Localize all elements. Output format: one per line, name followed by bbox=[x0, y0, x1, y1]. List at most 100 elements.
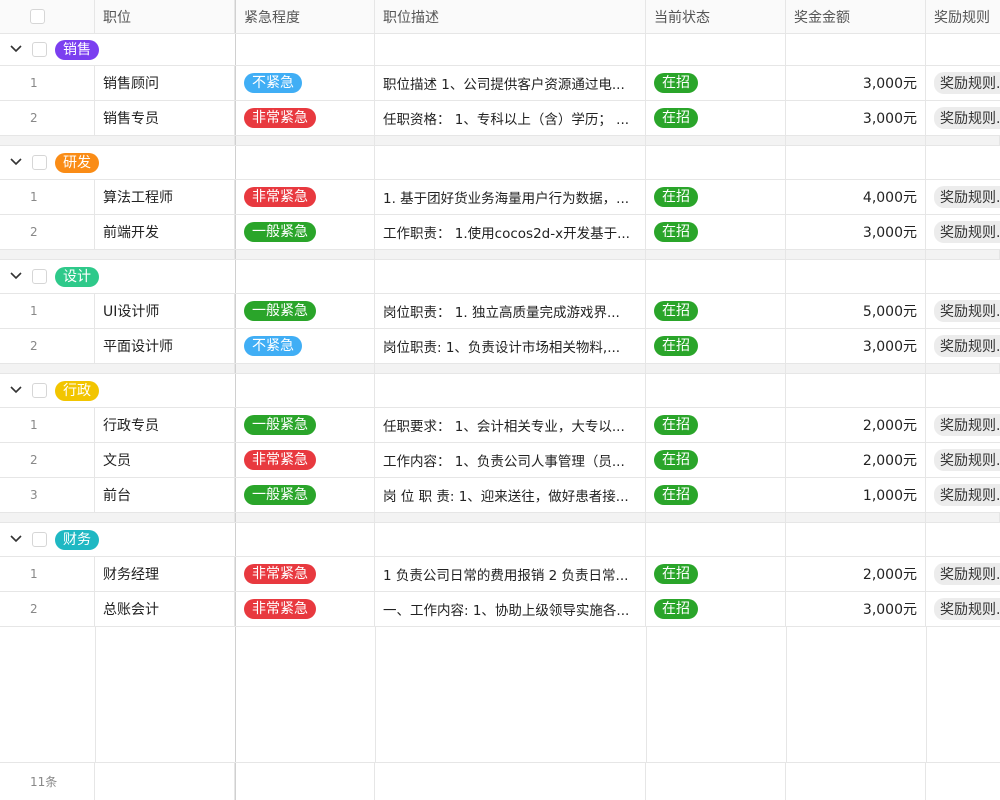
urgency-cell[interactable]: 非常紧急 bbox=[235, 592, 375, 626]
group-checkbox[interactable] bbox=[32, 269, 47, 284]
status-cell[interactable]: 在招 bbox=[646, 478, 786, 512]
desc-cell[interactable]: 岗 位 职 责: 1、迎来送往，做好患者接... bbox=[375, 478, 646, 512]
urgency-cell[interactable]: 不紧急 bbox=[235, 329, 375, 363]
status-cell[interactable]: 在招 bbox=[646, 592, 786, 626]
reward-cell[interactable]: 奖励规则... bbox=[926, 101, 1000, 135]
group-header[interactable]: 销售 bbox=[0, 34, 1000, 66]
urgency-cell[interactable]: 非常紧急 bbox=[235, 180, 375, 214]
urgency-cell[interactable]: 非常紧急 bbox=[235, 443, 375, 477]
reward-cell[interactable]: 奖励规则... bbox=[926, 180, 1000, 214]
reward-rule-tag[interactable]: 奖励规则... bbox=[934, 72, 1000, 94]
reward-rule-tag[interactable]: 奖励规则... bbox=[934, 335, 1000, 357]
desc-cell[interactable]: 任职要求： 1、会计相关专业，大专以... bbox=[375, 408, 646, 442]
urgency-cell[interactable]: 一般紧急 bbox=[235, 215, 375, 249]
table-row[interactable]: 1 UI设计师 一般紧急 岗位职责： 1. 独立高质量完成游戏界... 在招 5,000元… bbox=[0, 294, 1000, 329]
group-checkbox[interactable] bbox=[32, 42, 47, 57]
urgency-cell[interactable]: 一般紧急 bbox=[235, 478, 375, 512]
header-reward[interactable]: 奖励规则 bbox=[934, 9, 990, 26]
select-all-checkbox[interactable] bbox=[30, 9, 45, 24]
chevron-down-icon[interactable] bbox=[10, 384, 24, 397]
header-title[interactable]: 职位 bbox=[95, 0, 235, 33]
urgency-cell[interactable]: 一般紧急 bbox=[235, 408, 375, 442]
reward-cell[interactable]: 奖励规则... bbox=[926, 408, 1000, 442]
header-amount[interactable]: 奖金金额 bbox=[786, 0, 926, 33]
group-header[interactable]: 研发 bbox=[0, 146, 1000, 180]
reward-rule-tag[interactable]: 奖励规则... bbox=[934, 221, 1000, 243]
reward-cell[interactable]: 奖励规则... bbox=[926, 329, 1000, 363]
job-title[interactable]: 总账会计 bbox=[95, 592, 235, 626]
bonus-amount[interactable]: 2,000元 bbox=[786, 557, 926, 591]
desc-cell[interactable]: 1. 基于团好货业务海量用户行为数据，... bbox=[375, 180, 646, 214]
header-urgency[interactable]: 紧急程度 bbox=[235, 0, 375, 33]
desc-cell[interactable]: 岗位职责: 1、负责设计市场相关物料,... bbox=[375, 329, 646, 363]
status-cell[interactable]: 在招 bbox=[646, 408, 786, 442]
chevron-down-icon[interactable] bbox=[10, 533, 24, 546]
job-title[interactable]: 前端开发 bbox=[95, 215, 235, 249]
reward-rule-tag[interactable]: 奖励规则... bbox=[934, 300, 1000, 322]
job-title[interactable]: 销售顾问 bbox=[95, 66, 235, 100]
table-row[interactable]: 3 前台 一般紧急 岗 位 职 责: 1、迎来送往，做好患者接... 在招 1,000元奖… bbox=[0, 478, 1000, 513]
reward-cell[interactable]: 奖励规则... bbox=[926, 443, 1000, 477]
bonus-amount[interactable]: 4,000元 bbox=[786, 180, 926, 214]
status-cell[interactable]: 在招 bbox=[646, 66, 786, 100]
urgency-cell[interactable]: 非常紧急 bbox=[235, 101, 375, 135]
reward-cell[interactable]: 奖励规则... bbox=[926, 592, 1000, 626]
desc-cell[interactable]: 一、工作内容: 1、协助上级领导实施各... bbox=[375, 592, 646, 626]
reward-cell[interactable]: 奖励规则... bbox=[926, 66, 1000, 100]
status-cell[interactable]: 在招 bbox=[646, 329, 786, 363]
job-title[interactable]: UI设计师 bbox=[95, 294, 235, 328]
group-checkbox[interactable] bbox=[32, 383, 47, 398]
reward-cell[interactable]: 奖励规则... bbox=[926, 557, 1000, 591]
job-title[interactable]: 财务经理 bbox=[95, 557, 235, 591]
chevron-down-icon[interactable] bbox=[10, 43, 24, 56]
reward-rule-tag[interactable]: 奖励规则... bbox=[934, 414, 1000, 436]
job-title[interactable]: 销售专员 bbox=[95, 101, 235, 135]
group-checkbox[interactable] bbox=[32, 532, 47, 547]
desc-cell[interactable]: 工作内容： 1、负责公司人事管理（员... bbox=[375, 443, 646, 477]
table-row[interactable]: 1 行政专员 一般紧急 任职要求： 1、会计相关专业，大专以... 在招 2,000元 奖励… bbox=[0, 408, 1000, 443]
chevron-down-icon[interactable] bbox=[10, 270, 24, 283]
table-row[interactable]: 1 销售顾问 不紧急 职位描述 1、公司提供客户资源通过电... 在招 3,000元 奖励规… bbox=[0, 66, 1000, 101]
table-row[interactable]: 1 算法工程师 非常紧急 1. 基于团好货业务海量用户行为数据，... 在招 4,000元… bbox=[0, 180, 1000, 215]
bonus-amount[interactable]: 3,000元 bbox=[786, 101, 926, 135]
status-cell[interactable]: 在招 bbox=[646, 180, 786, 214]
table-row[interactable]: 1 财务经理 非常紧急 1 负责公司日常的费用报销 2 负责日常... 在招 2,000元… bbox=[0, 557, 1000, 592]
status-cell[interactable]: 在招 bbox=[646, 443, 786, 477]
chevron-down-icon[interactable] bbox=[10, 156, 24, 169]
bonus-amount[interactable]: 1,000元 bbox=[786, 478, 926, 512]
reward-rule-tag[interactable]: 奖励规则... bbox=[934, 449, 1000, 471]
reward-rule-tag[interactable]: 奖励规则... bbox=[934, 107, 1000, 129]
status-cell[interactable]: 在招 bbox=[646, 101, 786, 135]
urgency-cell[interactable]: 不紧急 bbox=[235, 66, 375, 100]
status-cell[interactable]: 在招 bbox=[646, 215, 786, 249]
desc-cell[interactable]: 任职资格： 1、专科以上（含）学历； ... bbox=[375, 101, 646, 135]
reward-rule-tag[interactable]: 奖励规则... bbox=[934, 598, 1000, 620]
status-cell[interactable]: 在招 bbox=[646, 294, 786, 328]
reward-cell[interactable]: 奖励规则... bbox=[926, 478, 1000, 512]
group-header[interactable]: 行政 bbox=[0, 374, 1000, 408]
reward-cell[interactable]: 奖励规则... bbox=[926, 215, 1000, 249]
job-title[interactable]: 文员 bbox=[95, 443, 235, 477]
reward-rule-tag[interactable]: 奖励规则... bbox=[934, 484, 1000, 506]
bonus-amount[interactable]: 2,000元 bbox=[786, 408, 926, 442]
group-checkbox[interactable] bbox=[32, 155, 47, 170]
job-title[interactable]: 前台 bbox=[95, 478, 235, 512]
desc-cell[interactable]: 工作职责： 1.使用cocos2d-x开发基于... bbox=[375, 215, 646, 249]
desc-cell[interactable]: 1 负责公司日常的费用报销 2 负责日常... bbox=[375, 557, 646, 591]
group-header[interactable]: 财务 bbox=[0, 523, 1000, 557]
reward-rule-tag[interactable]: 奖励规则... bbox=[934, 186, 1000, 208]
urgency-cell[interactable]: 非常紧急 bbox=[235, 557, 375, 591]
table-row[interactable]: 2 文员 非常紧急 工作内容： 1、负责公司人事管理（员... 在招 2,000元 奖励规则… bbox=[0, 443, 1000, 478]
header-desc[interactable]: 职位描述 bbox=[375, 0, 646, 33]
status-cell[interactable]: 在招 bbox=[646, 557, 786, 591]
bonus-amount[interactable]: 2,000元 bbox=[786, 443, 926, 477]
desc-cell[interactable]: 岗位职责： 1. 独立高质量完成游戏界... bbox=[375, 294, 646, 328]
job-title[interactable]: 行政专员 bbox=[95, 408, 235, 442]
bonus-amount[interactable]: 3,000元 bbox=[786, 66, 926, 100]
table-row[interactable]: 2 平面设计师 不紧急 岗位职责: 1、负责设计市场相关物料,... 在招 3,000元奖… bbox=[0, 329, 1000, 364]
header-status[interactable]: 当前状态 bbox=[646, 0, 786, 33]
urgency-cell[interactable]: 一般紧急 bbox=[235, 294, 375, 328]
bonus-amount[interactable]: 3,000元 bbox=[786, 215, 926, 249]
bonus-amount[interactable]: 3,000元 bbox=[786, 592, 926, 626]
desc-cell[interactable]: 职位描述 1、公司提供客户资源通过电... bbox=[375, 66, 646, 100]
